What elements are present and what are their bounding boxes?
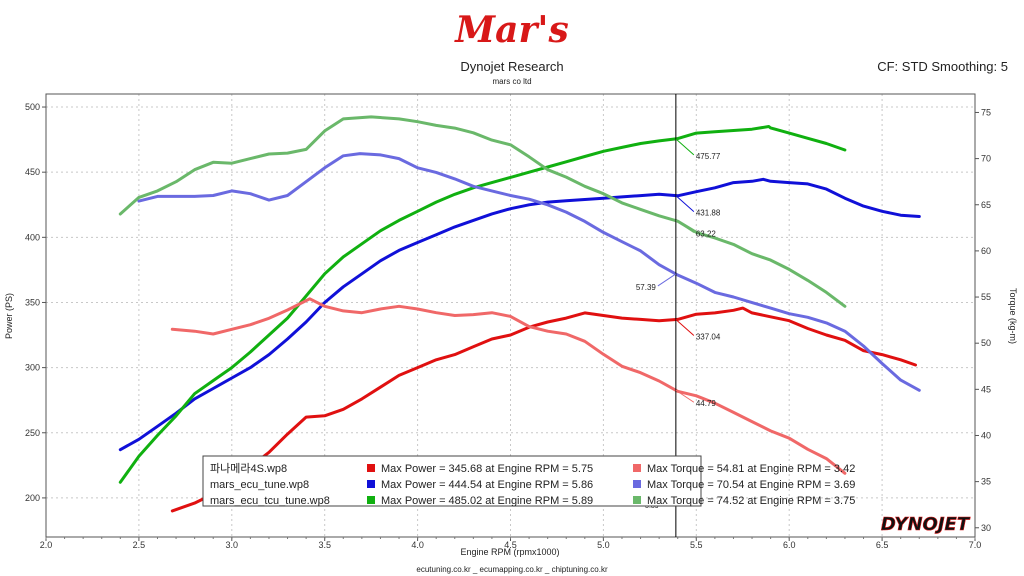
y-tick-label-right: 75 — [981, 107, 991, 117]
legend: 파나메라4S.wp8 Max Power = 345.68 at Engine R… — [202, 455, 855, 507]
y-tick-label-right: 35 — [981, 477, 991, 487]
y-tick-label-left: 500 — [25, 102, 40, 112]
y-axis-title-right: Torque (kg-m) — [1008, 288, 1018, 344]
legend-rows: 파나메라4S.wp8 Max Power = 345.68 at Engine R… — [210, 462, 855, 507]
cursor-value-label: 475.77 — [696, 152, 721, 161]
chart-subtitle: mars co ltd — [492, 77, 531, 86]
cursor-value-label: 63.22 — [696, 230, 717, 239]
x-tick-label: 5.0 — [597, 540, 610, 550]
footer-links[interactable]: ecutuning.co.kr _ ecumapping.co.kr _ chi… — [416, 565, 608, 574]
y-tick-label-right: 50 — [981, 338, 991, 348]
x-tick-label: 7.0 — [969, 540, 982, 550]
cursor-value-label: 337.04 — [696, 333, 721, 342]
mars-logo: Mar's — [453, 9, 568, 51]
x-axis-title: Engine RPM (rpmx1000) — [460, 547, 559, 557]
legend-max-power: Max Power = 444.54 at Engine RPM = 5.86 — [381, 479, 593, 491]
cursor-pointer — [675, 138, 695, 156]
axes: 2.0 2.5 3.0 3.5 4.0 4.5 5.0 5.5 6.0 6.5 7.0 200 250 3… — [25, 102, 991, 550]
legend-max-power: Max Power = 485.02 at Engine RPM = 5.89 — [381, 495, 593, 507]
cursor-pointer — [675, 319, 695, 336]
power-curve--4s-wp8 — [170, 306, 917, 513]
legend-power-swatch — [367, 464, 375, 472]
cursor-pointer — [675, 195, 695, 213]
cursor-values: 337.04 431.88 475.77 44.79 57.39 63.22 — [636, 138, 721, 408]
cursor-pointer — [675, 389, 695, 403]
legend-file-name: mars_ecu_tune.wp8 — [210, 479, 309, 491]
y-tick-label-left: 450 — [25, 167, 40, 177]
y-tick-label-right: 65 — [981, 200, 991, 210]
torque-curve-mars-ecu-tune-wp8 — [137, 152, 921, 392]
y-tick-label-left: 350 — [25, 297, 40, 307]
y-tick-label-left: 400 — [25, 232, 40, 242]
x-tick-label: 6.0 — [783, 540, 796, 550]
legend-max-torque: Max Torque = 54.81 at Engine RPM = 3.42 — [647, 463, 855, 475]
cursor-pointer — [657, 273, 677, 287]
x-tick-label: 6.5 — [876, 540, 889, 550]
x-tick-label: 5.5 — [690, 540, 703, 550]
y-tick-label-right: 70 — [981, 154, 991, 164]
legend-max-power: Max Power = 345.68 at Engine RPM = 5.75 — [381, 463, 593, 475]
legend-torque-swatch — [633, 480, 641, 488]
x-tick-label: 3.0 — [226, 540, 239, 550]
legend-torque-swatch — [633, 496, 641, 504]
y-tick-label-left: 300 — [25, 363, 40, 373]
y-tick-label-right: 40 — [981, 430, 991, 440]
legend-file-name: 파나메라4S.wp8 — [210, 462, 287, 475]
legend-box — [202, 455, 702, 507]
cf-smoothing-info: CF: STD Smoothing: 5 — [877, 59, 1008, 74]
x-tick-label: 2.0 — [40, 540, 53, 550]
x-tick-label: 4.0 — [411, 540, 424, 550]
y-tick-label-right: 60 — [981, 246, 991, 256]
y-tick-label-right: 45 — [981, 384, 991, 394]
x-tick-label: 4.5 — [504, 540, 517, 550]
series-layer — [118, 115, 921, 513]
cursor-value-label: 431.88 — [696, 209, 721, 218]
y-tick-label-right: 55 — [981, 292, 991, 302]
legend-power-swatch — [367, 480, 375, 488]
y-tick-label-right: 30 — [981, 523, 991, 533]
legend-torque-swatch — [633, 464, 641, 472]
dynojet-logo: DYNOJET — [881, 514, 971, 535]
legend-max-torque: Max Torque = 74.52 at Engine RPM = 3.75 — [647, 495, 855, 507]
y-tick-label-left: 200 — [25, 493, 40, 503]
power-curve-mars-ecu-tune-wp8 — [118, 177, 921, 452]
chart-title: Dynojet Research — [460, 59, 563, 74]
x-tick-label: 3.5 — [318, 540, 331, 550]
legend-power-swatch — [367, 496, 375, 504]
cursor-value-label: 44.79 — [696, 399, 717, 408]
torque-curve-mars-ecu-tcu-tune-wp8 — [118, 115, 847, 308]
power-curve-mars-ecu-tcu-tune-wp8 — [118, 125, 847, 484]
cursor-value-label: 57.39 — [636, 283, 657, 292]
cursor-pointer — [675, 220, 695, 234]
x-tick-label: 2.5 — [133, 540, 146, 550]
torque-curve--4s-wp8 — [170, 297, 847, 475]
y-axis-title-left: Power (PS) — [4, 293, 14, 339]
y-tick-label-left: 250 — [25, 428, 40, 438]
legend-file-name: mars_ecu_tcu_tune.wp8 — [210, 495, 330, 507]
legend-max-torque: Max Torque = 70.54 at Engine RPM = 3.69 — [647, 479, 855, 491]
